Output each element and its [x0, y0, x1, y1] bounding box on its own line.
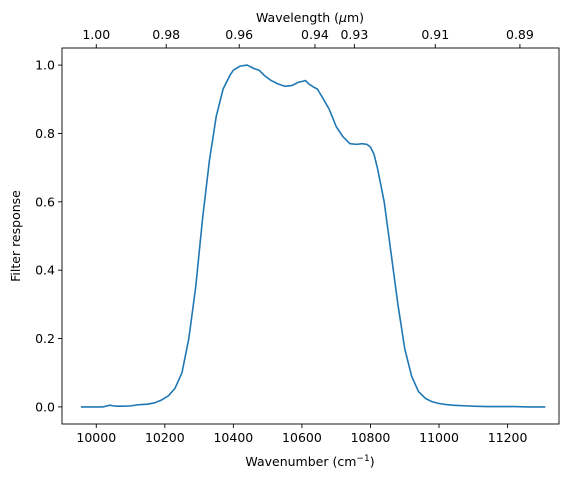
x-tick-label: 10000	[76, 430, 116, 445]
x-tick-label: 10200	[145, 430, 185, 445]
y-axis-title: Filter response	[8, 190, 23, 282]
top-x-tick-label: 0.91	[421, 27, 449, 42]
top-x-tick-label: 1.00	[82, 27, 110, 42]
top-x-tick-label: 0.94	[301, 27, 329, 42]
y-tick-label: 1.0	[35, 58, 55, 73]
x-tick-label: 10800	[351, 430, 391, 445]
filter-response-line	[80, 64, 546, 408]
top-x-tick-label: 0.89	[506, 27, 534, 42]
top-x-tick-label: 0.98	[152, 27, 180, 42]
x-tick-label: 10600	[282, 430, 322, 445]
y-tick-label: 0.0	[35, 399, 55, 414]
top-x-tick-label: 0.96	[225, 27, 253, 42]
top-x-axis-title: Wavelength (μm)	[256, 10, 364, 25]
y-tick-label: 0.2	[35, 331, 55, 346]
y-tick-label: 0.4	[35, 263, 55, 278]
top-x-tick-label: 0.93	[340, 27, 368, 42]
x-tick-label: 10400	[213, 430, 253, 445]
y-tick-label: 0.6	[35, 194, 55, 209]
y-tick-label: 0.8	[35, 126, 55, 141]
x-tick-label: 11000	[419, 430, 459, 445]
x-tick-label: 11200	[488, 430, 528, 445]
x-axis-title: Wavenumber (cm−1)	[245, 454, 374, 469]
chart-marks: 10000 10200 10400 10600 10800 11000 11200 0.0 0.…	[35, 27, 546, 445]
plot-frame	[61, 47, 560, 425]
